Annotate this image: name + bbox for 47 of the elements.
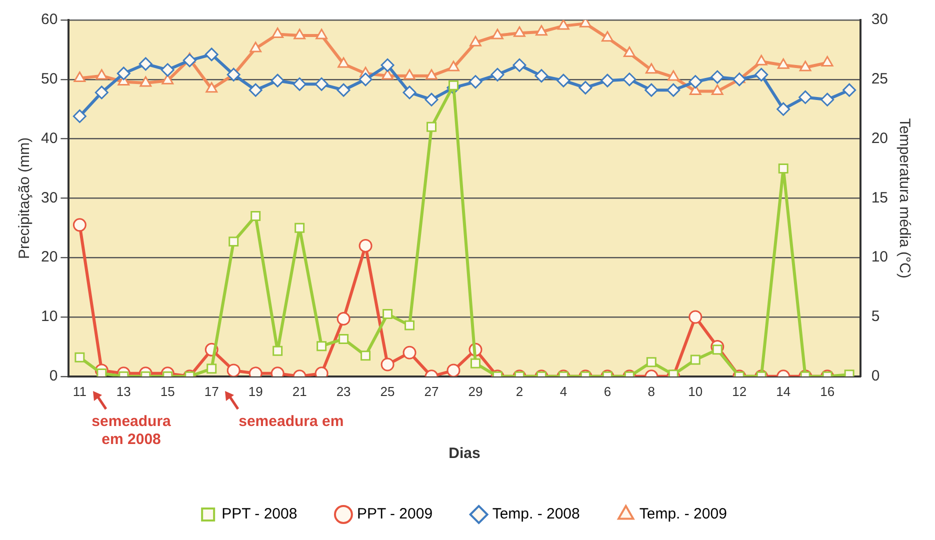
point	[778, 164, 788, 174]
point	[358, 238, 372, 252]
x-tick-label: 11	[72, 384, 86, 399]
x-tick-label: 15	[160, 384, 175, 399]
point	[294, 222, 305, 233]
y2-tick-label: 20	[871, 130, 888, 147]
x-tick-label: 10	[688, 384, 703, 399]
x-tick-label: 25	[380, 384, 395, 399]
point	[250, 211, 261, 222]
y2-tick-label: 30	[871, 11, 888, 28]
text: semeadura em	[238, 413, 344, 430]
text: semeadura em 2008	[92, 413, 172, 448]
legend-label: Temp. - 2009	[639, 506, 727, 523]
y-tick-label: 50	[40, 70, 58, 88]
x-tick-label: 17	[204, 384, 219, 399]
x-axis-title: Dias	[448, 445, 480, 462]
x-tick-label: 27	[424, 384, 439, 399]
x-tick-label: 6	[604, 384, 612, 399]
x-tick-label: 8	[648, 384, 656, 399]
y-tick-label: 0	[49, 368, 58, 385]
y2-axis-title: Temperatura média (°C)	[896, 118, 913, 278]
x-tick-label: 4	[560, 384, 568, 399]
y-tick-label: 60	[40, 11, 58, 28]
point	[228, 236, 239, 247]
y2-tick-label: 25	[871, 70, 888, 88]
y-axis-title: Precipitação (mm)	[16, 137, 34, 260]
x-tick-label: 23	[336, 384, 351, 399]
legend-label: Temp. - 2008	[492, 506, 580, 523]
y-tick-label: 40	[40, 130, 58, 147]
y2-tick-label: 5	[871, 308, 880, 326]
x-tick-label: 13	[116, 384, 131, 399]
x-tick-label: 16	[820, 384, 835, 399]
x-tick-label: 12	[732, 384, 747, 399]
legend-label: PPT - 2008	[222, 506, 298, 523]
x-tick-label: 2	[516, 384, 524, 399]
y-tick-label: 10	[40, 308, 58, 326]
x-tick-label: 29	[468, 384, 483, 399]
legend-label: PPT - 2009	[356, 506, 433, 523]
y-tick-label: 30	[40, 189, 58, 206]
y2-tick-label: 15	[871, 189, 888, 206]
point	[72, 218, 86, 232]
x-tick-label: 19	[248, 384, 263, 399]
y2-tick-label: 0	[871, 368, 880, 385]
x-tick-label: 14	[776, 384, 791, 399]
y-tick-label: 20	[40, 248, 58, 266]
x-tick-label: 21	[292, 384, 307, 399]
y2-tick-label: 10	[871, 248, 888, 266]
